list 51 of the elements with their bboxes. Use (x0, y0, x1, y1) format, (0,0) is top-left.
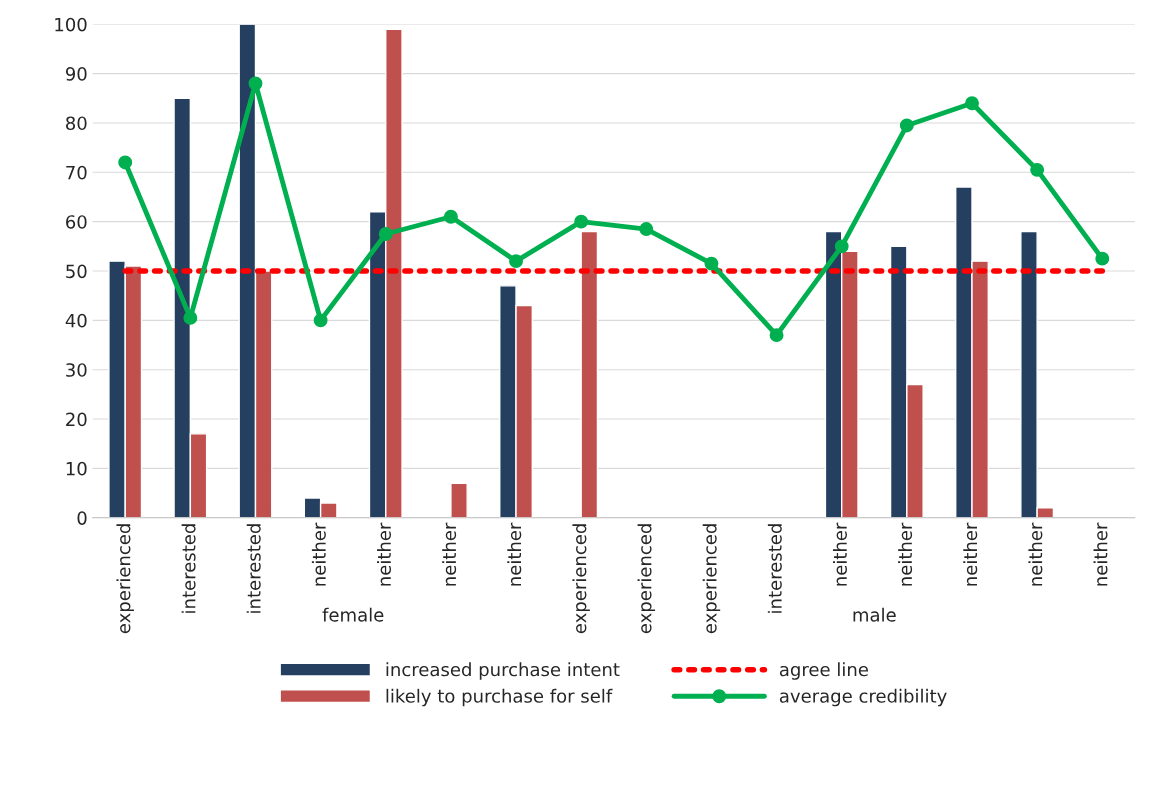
x-tick-label: neither (832, 522, 847, 586)
y-tick-label: 40 (65, 313, 87, 328)
x-tick-label: interested (181, 524, 196, 613)
text: female (322, 607, 384, 622)
point (183, 310, 198, 325)
x-tick-label: neither (1028, 522, 1043, 586)
x-tick-label: neither (898, 522, 913, 586)
x-tick-label: experienced (702, 524, 721, 634)
point (248, 76, 263, 91)
legend-label: likely to purchase for self (386, 688, 613, 707)
point (834, 239, 849, 254)
x-tick-label: interested (767, 524, 782, 613)
legend-label: average credibility (779, 688, 947, 707)
y-tick-label: 0 (77, 511, 87, 525)
legend-label: agree line (779, 662, 868, 680)
point (313, 313, 328, 328)
x-tick-label: interested (246, 524, 261, 613)
x-tick-label: neither (311, 522, 326, 586)
point (769, 328, 784, 343)
x-tick-label: neither (442, 522, 457, 586)
legend-label: increased purchase intent (386, 662, 620, 680)
y-tick-label: 70 (66, 165, 87, 180)
point (639, 222, 654, 237)
y-tick-label: 30 (66, 363, 87, 377)
bar (580, 230, 599, 518)
point (704, 256, 719, 271)
text: male (853, 607, 896, 622)
point (443, 209, 458, 224)
point (574, 214, 589, 229)
x-tick-label: neither (1093, 522, 1108, 586)
point (118, 155, 133, 170)
point (899, 118, 914, 133)
point (378, 227, 393, 241)
point (965, 96, 979, 111)
point (509, 254, 523, 269)
bar (450, 482, 468, 518)
x-tick-label: neither (963, 522, 978, 586)
x-tick-label: neither (507, 522, 522, 586)
y-tick-label: 90 (65, 67, 87, 81)
x-tick-label: neither (377, 522, 391, 586)
y-tick-label: 80 (66, 116, 87, 131)
y-tick-label: 50 (66, 264, 87, 279)
point (1095, 251, 1110, 266)
x-tick-label: experienced (572, 524, 590, 634)
y-tick-label: 60 (66, 215, 87, 229)
y-tick-label: 20 (66, 412, 87, 427)
y-tick-label: 100 (55, 17, 87, 32)
y-tick-label: 10 (66, 461, 87, 476)
x-tick-label: experienced (637, 524, 656, 634)
x-tick-label: experienced (116, 524, 134, 634)
point (1030, 162, 1045, 177)
